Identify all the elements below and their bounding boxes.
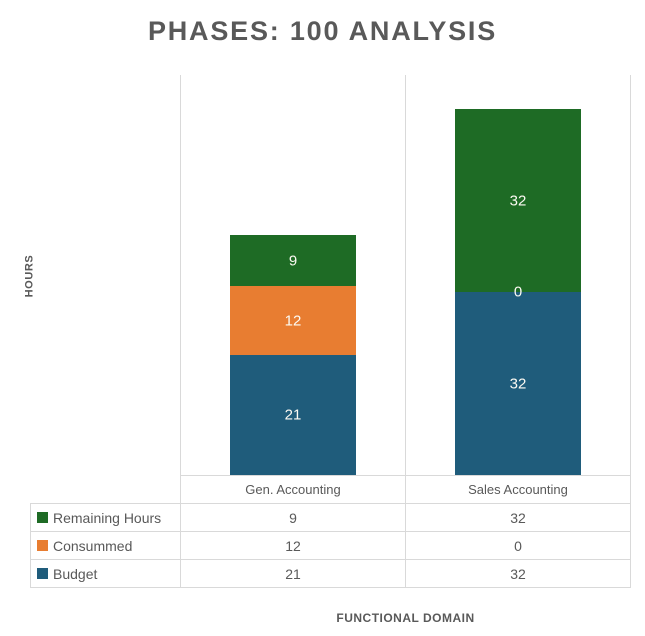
legend-swatch-remaining-hours-icon xyxy=(37,512,48,523)
bar-value-label: 32 xyxy=(509,375,527,393)
table-value-consummed-gen: 12 xyxy=(180,532,406,560)
plot-and-table-grid: 9 12 21 32 0 32 xyxy=(30,75,631,588)
plot-left-spacer xyxy=(30,75,180,476)
category-label-sales-accounting: Sales Accounting xyxy=(406,476,631,504)
legend-item-budget: Budget xyxy=(30,560,180,588)
table-value-consummed-sales: 0 xyxy=(406,532,631,560)
bar-value-label: 32 xyxy=(509,192,527,210)
legend-label: Remaining Hours xyxy=(53,509,162,526)
legend-item-consummed: Consummed xyxy=(30,532,180,560)
bar-segment-budget: 32 xyxy=(455,292,581,475)
table-value-budget-sales: 32 xyxy=(406,560,631,588)
table-value-budget-gen: 21 xyxy=(180,560,406,588)
bar-value-label: 0 xyxy=(513,283,523,301)
category-label-gen-accounting: Gen. Accounting xyxy=(180,476,406,504)
bar-segment-remaining-hours: 9 xyxy=(230,235,356,287)
table-value-remaining-sales: 32 xyxy=(406,504,631,532)
plot-column-sales-accounting: 32 0 32 xyxy=(406,75,631,476)
bar-value-label: 9 xyxy=(288,252,298,270)
bar-segment-remaining-hours: 32 xyxy=(455,109,581,293)
legend-item-remaining-hours: Remaining Hours xyxy=(30,504,180,532)
legend-label: Budget xyxy=(53,565,98,582)
bar-value-label: 21 xyxy=(284,406,302,424)
stacked-bar-gen-accounting: 9 12 21 xyxy=(230,235,356,475)
plot-column-gen-accounting: 9 12 21 xyxy=(180,75,406,476)
bar-segment-consummed: 12 xyxy=(230,286,356,355)
x-axis-title: FUNCTIONAL DOMAIN xyxy=(336,611,475,625)
table-value-remaining-gen: 9 xyxy=(180,504,406,532)
bar-segment-budget: 21 xyxy=(230,355,356,475)
category-row-spacer xyxy=(30,476,180,504)
legend-swatch-budget-icon xyxy=(37,568,48,579)
legend-label: Consummed xyxy=(53,537,133,554)
chart-title: PHASES: 100 ANALYSIS xyxy=(147,16,498,46)
bar-value-label: 12 xyxy=(284,312,302,330)
legend-swatch-consummed-icon xyxy=(37,540,48,551)
stacked-bar-sales-accounting: 32 0 32 xyxy=(455,109,581,475)
